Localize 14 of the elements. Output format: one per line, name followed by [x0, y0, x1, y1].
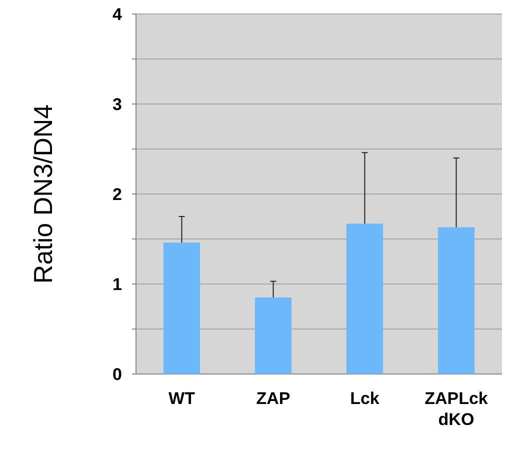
bar — [254, 298, 292, 374]
y-tick-label: 1 — [112, 274, 122, 294]
y-tick-label: 0 — [112, 364, 122, 384]
y-axis-title: Ratio DN3/DN4 — [28, 104, 58, 284]
x-tick-label: ZAPLck dKO — [424, 389, 488, 429]
y-tick-label: 3 — [112, 94, 122, 114]
bar — [438, 227, 475, 374]
y-tick-label: 2 — [112, 184, 122, 204]
x-tick-label: ZAP — [256, 389, 290, 408]
x-tick-label: WT — [168, 389, 196, 408]
bar — [346, 224, 384, 374]
bar — [163, 242, 200, 374]
y-tick-label: 4 — [112, 4, 123, 24]
x-tick-label: Lck — [350, 389, 380, 408]
